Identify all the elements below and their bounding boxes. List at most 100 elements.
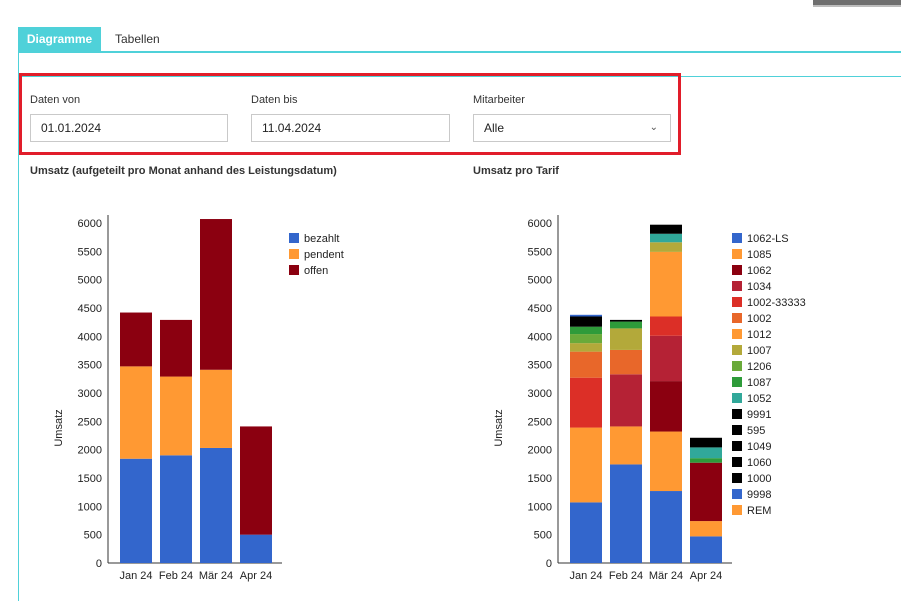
legend-swatch [732, 489, 742, 499]
bar-segment[interactable] [610, 374, 642, 427]
tab-tabellen[interactable]: Tabellen [115, 32, 160, 46]
bar-segment[interactable] [610, 319, 642, 322]
legend-label[interactable]: 1000 [747, 473, 771, 485]
legend-label[interactable]: 595 [747, 425, 765, 437]
y-tick-label: 0 [96, 558, 102, 570]
legend-swatch [732, 473, 742, 483]
bar-segment[interactable] [240, 426, 272, 535]
legend-label[interactable]: 1062-LS [747, 233, 789, 245]
y-tick-label: 5000 [528, 275, 552, 287]
chevron-down-icon: ⌄ [649, 122, 658, 133]
legend-label[interactable]: 1002-33333 [747, 297, 806, 309]
legend-swatch [289, 249, 299, 259]
legend-swatch [732, 505, 742, 515]
bar-segment[interactable] [650, 491, 682, 563]
legend-label[interactable]: 1085 [747, 249, 771, 261]
y-tick-label: 5000 [78, 275, 102, 287]
legend-label[interactable]: 1007 [747, 345, 771, 357]
bar-segment[interactable] [160, 455, 192, 563]
bar-segment[interactable] [570, 334, 602, 344]
date-from-label: Daten von [30, 94, 81, 106]
bar-segment[interactable] [690, 462, 722, 522]
legend-label[interactable]: 9991 [747, 409, 771, 421]
legend-label[interactable]: 1034 [747, 281, 771, 293]
bar-segment[interactable] [690, 447, 722, 459]
y-tick-label: 500 [84, 530, 102, 542]
y-tick-label: 6000 [528, 218, 552, 230]
date-to-input[interactable]: 11.04.2024 [251, 114, 450, 142]
employee-label: Mitarbeiter [473, 94, 525, 106]
bar-segment[interactable] [650, 381, 682, 432]
legend-label[interactable]: 1206 [747, 361, 771, 373]
bar-segment[interactable] [200, 369, 232, 448]
bar-segment[interactable] [570, 314, 602, 317]
bar-segment[interactable] [610, 464, 642, 563]
legend-label[interactable]: REM [747, 505, 771, 517]
legend-label[interactable]: pendent [304, 249, 344, 261]
bar-segment[interactable] [650, 316, 682, 336]
bar-segment[interactable] [650, 233, 682, 243]
bar-segment[interactable] [690, 521, 722, 537]
legend-swatch [732, 361, 742, 371]
bar-segment[interactable] [650, 335, 682, 382]
legend-swatch [732, 425, 742, 435]
legend-label[interactable]: 1062 [747, 265, 771, 277]
legend-label[interactable]: 1052 [747, 393, 771, 405]
bar-segment[interactable] [200, 447, 232, 563]
panel-border-top [18, 76, 901, 77]
bar-segment[interactable] [690, 458, 722, 463]
bar-segment[interactable] [570, 326, 602, 335]
legend-swatch [732, 233, 742, 243]
x-tick-label: Mär 24 [649, 570, 683, 582]
x-tick-label: Jan 24 [119, 570, 152, 582]
bar-segment[interactable] [610, 321, 642, 329]
bar-segment[interactable] [120, 458, 152, 563]
bar-segment[interactable] [650, 224, 682, 234]
x-tick-label: Jan 24 [569, 570, 602, 582]
y-tick-label: 5500 [528, 246, 552, 258]
legend-label[interactable]: 1002 [747, 313, 771, 325]
legend-swatch [732, 249, 742, 259]
bar-segment[interactable] [120, 312, 152, 367]
tab-diagramme[interactable]: Diagramme [18, 27, 101, 52]
legend-label[interactable]: 9998 [747, 489, 771, 501]
bar-segment[interactable] [650, 251, 682, 317]
bar-segment[interactable] [610, 349, 642, 375]
bar-segment[interactable] [570, 343, 602, 352]
y-tick-label: 4500 [528, 303, 552, 315]
y-tick-label: 3500 [78, 360, 102, 372]
y-tick-label: 2000 [528, 445, 552, 457]
legend-swatch [732, 313, 742, 323]
legend-swatch [732, 345, 742, 355]
date-from-input[interactable]: 01.01.2024 [30, 114, 228, 142]
legend-swatch [732, 393, 742, 403]
bar-segment[interactable] [120, 366, 152, 459]
bar-segment[interactable] [650, 431, 682, 492]
bar-segment[interactable] [570, 316, 602, 327]
employee-select[interactable]: Alle ⌄ [473, 114, 671, 142]
bar-segment[interactable] [160, 319, 192, 377]
bar-segment[interactable] [610, 426, 642, 465]
bar-segment[interactable] [610, 328, 642, 350]
bar-segment[interactable] [160, 376, 192, 456]
legend-label[interactable]: offen [304, 265, 328, 277]
bar-segment[interactable] [690, 437, 722, 448]
legend-label[interactable]: 1012 [747, 329, 771, 341]
legend-swatch [732, 329, 742, 339]
x-tick-label: Apr 24 [690, 570, 722, 582]
y-tick-label: 2500 [78, 416, 102, 428]
bar-segment[interactable] [570, 377, 602, 428]
bar-segment[interactable] [690, 536, 722, 563]
bar-segment[interactable] [570, 427, 602, 503]
bar-segment[interactable] [570, 351, 602, 378]
legend-swatch [732, 297, 742, 307]
legend-label[interactable]: 1049 [747, 441, 771, 453]
bar-segment[interactable] [200, 219, 232, 370]
legend-label[interactable]: bezahlt [304, 233, 339, 245]
bar-segment[interactable] [650, 242, 682, 252]
legend-label[interactable]: 1087 [747, 377, 771, 389]
legend-label[interactable]: 1060 [747, 457, 771, 469]
bar-segment[interactable] [570, 502, 602, 563]
y-tick-label: 3000 [78, 388, 102, 400]
bar-segment[interactable] [240, 534, 272, 563]
